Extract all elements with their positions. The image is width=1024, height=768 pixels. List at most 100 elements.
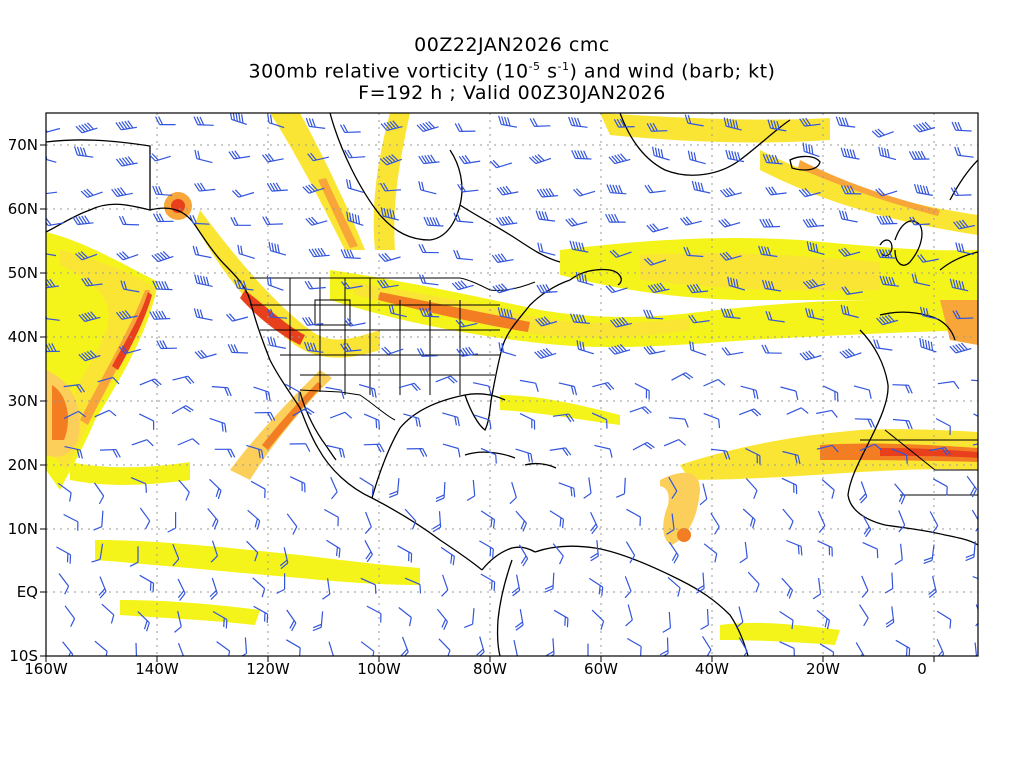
wind-barb bbox=[841, 286, 863, 295]
wind-barb bbox=[549, 510, 565, 529]
wind-barb bbox=[404, 577, 422, 594]
border-us-mexico bbox=[299, 389, 396, 421]
wind-barb bbox=[178, 479, 190, 501]
vort-europe-edge bbox=[940, 300, 978, 345]
wind-barb bbox=[552, 413, 575, 423]
wind-barb bbox=[821, 479, 835, 499]
wind-barb bbox=[666, 513, 675, 535]
wind-barb bbox=[289, 443, 311, 452]
coast-alaska-panhandle bbox=[149, 207, 226, 266]
vorticity-shading bbox=[46, 113, 978, 645]
wind-barb bbox=[691, 180, 711, 194]
wind-barb bbox=[605, 213, 626, 223]
wind-barb bbox=[919, 338, 937, 353]
wind-barb bbox=[840, 185, 862, 195]
wind-barb bbox=[380, 207, 399, 221]
wind-barb bbox=[535, 210, 556, 222]
vort-na-jet-mid bbox=[350, 282, 690, 338]
wind-barb bbox=[75, 122, 98, 134]
wind-barb bbox=[659, 637, 669, 656]
wind-barb bbox=[965, 541, 976, 562]
wind-barb bbox=[719, 251, 742, 261]
coast-uk bbox=[894, 220, 923, 266]
wind-barb bbox=[139, 507, 151, 530]
wind-barb bbox=[515, 448, 533, 463]
wind-barb bbox=[378, 252, 401, 262]
lon-label-40w: 40W bbox=[695, 660, 729, 678]
wind-barb bbox=[929, 446, 951, 456]
wind-barb bbox=[266, 182, 288, 192]
vort-canada-core bbox=[318, 178, 358, 248]
wind-barb bbox=[63, 410, 86, 419]
wind-barb bbox=[876, 215, 898, 225]
wind-barb bbox=[364, 511, 372, 534]
wind-barb bbox=[115, 156, 138, 167]
wind-barb bbox=[491, 253, 514, 263]
wind-barb bbox=[558, 382, 578, 396]
wind-barb bbox=[98, 576, 107, 599]
wind-barb bbox=[591, 412, 608, 429]
title-line-2-post: ) and wind (barb; kt) bbox=[569, 60, 776, 83]
vort-atlantic-hook-core bbox=[677, 528, 691, 542]
lon-label-140w: 140W bbox=[135, 660, 179, 678]
wind-barb bbox=[360, 577, 377, 594]
wind-barb bbox=[587, 643, 589, 656]
wind-barb bbox=[968, 642, 978, 656]
wind-barb bbox=[254, 411, 276, 421]
title-line-1: 00Z22JAN2026 cmc bbox=[414, 34, 610, 56]
wind-barb bbox=[340, 249, 361, 259]
wind-barb bbox=[935, 418, 951, 436]
wind-barb bbox=[151, 251, 174, 263]
wind-barb bbox=[609, 249, 632, 258]
wind-barb bbox=[80, 188, 103, 198]
wind-barb bbox=[207, 508, 219, 530]
wind-barb bbox=[529, 118, 551, 127]
wind-barb bbox=[703, 378, 726, 387]
wind-barb bbox=[885, 606, 895, 628]
wind-barb bbox=[194, 349, 217, 359]
wind-barb bbox=[194, 182, 216, 192]
wind-barb bbox=[363, 443, 385, 453]
wind-barb bbox=[723, 117, 742, 131]
wind-barb bbox=[379, 182, 402, 192]
lat-label-20n: 20N bbox=[8, 456, 38, 474]
wind-barb bbox=[936, 638, 945, 656]
wind-barb bbox=[46, 217, 65, 227]
wind-barb bbox=[423, 216, 444, 227]
wind-barb bbox=[46, 252, 57, 257]
wind-barb bbox=[646, 122, 668, 132]
wind-barb bbox=[735, 606, 744, 629]
wind-barb bbox=[268, 241, 287, 256]
wind-barb bbox=[307, 152, 330, 162]
wind-barb bbox=[536, 188, 558, 198]
coast-alaska bbox=[46, 139, 151, 233]
wind-barb bbox=[343, 318, 366, 327]
wind-barb bbox=[528, 153, 552, 165]
wind-barb bbox=[56, 546, 72, 564]
coast-norway bbox=[949, 159, 978, 201]
wind-barb bbox=[576, 340, 594, 355]
wind-barb bbox=[761, 279, 782, 292]
wind-barb bbox=[544, 572, 555, 593]
lon-label-0: 0 bbox=[917, 660, 927, 678]
wind-barb bbox=[767, 119, 787, 132]
wind-barb bbox=[57, 482, 72, 502]
wind-barb bbox=[227, 344, 248, 354]
wind-barb bbox=[878, 146, 897, 161]
wind-barb bbox=[226, 313, 249, 322]
title-line-2-pre: 300mb relative vorticity (10 bbox=[248, 60, 529, 83]
wind-barb bbox=[721, 347, 744, 356]
wind-barb bbox=[973, 413, 978, 423]
wind-barb bbox=[233, 279, 254, 291]
wind-barb bbox=[683, 246, 704, 258]
wind-barb bbox=[324, 508, 339, 527]
wind-barb bbox=[519, 413, 536, 430]
coast-gulf bbox=[371, 393, 506, 499]
wind-barb bbox=[418, 244, 439, 254]
wind-barb bbox=[94, 482, 105, 505]
wind-barb bbox=[817, 510, 826, 534]
wind-barb bbox=[575, 271, 594, 286]
wind-barb bbox=[509, 639, 518, 656]
wind-barb bbox=[172, 543, 180, 567]
lat-label-50n: 50N bbox=[8, 264, 38, 282]
